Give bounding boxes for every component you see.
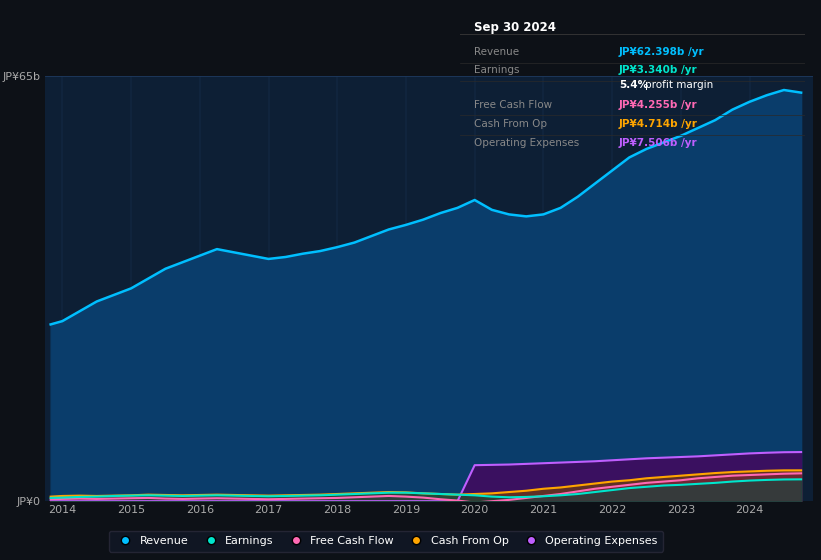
Text: JP¥62.398b /yr: JP¥62.398b /yr xyxy=(619,47,704,57)
Text: JP¥7.506b /yr: JP¥7.506b /yr xyxy=(619,138,697,148)
Text: Revenue: Revenue xyxy=(474,47,519,57)
Text: Cash From Op: Cash From Op xyxy=(474,119,547,129)
Text: Sep 30 2024: Sep 30 2024 xyxy=(474,21,556,34)
Text: profit margin: profit margin xyxy=(644,80,713,90)
Text: JP¥4.255b /yr: JP¥4.255b /yr xyxy=(619,100,697,110)
Text: Free Cash Flow: Free Cash Flow xyxy=(474,100,552,110)
Legend: Revenue, Earnings, Free Cash Flow, Cash From Op, Operating Expenses: Revenue, Earnings, Free Cash Flow, Cash … xyxy=(108,530,663,552)
Text: Earnings: Earnings xyxy=(474,65,520,75)
Text: JP¥3.340b /yr: JP¥3.340b /yr xyxy=(619,65,697,75)
Text: 5.4%: 5.4% xyxy=(619,80,648,90)
Text: Operating Expenses: Operating Expenses xyxy=(474,138,579,148)
Text: JP¥4.714b /yr: JP¥4.714b /yr xyxy=(619,119,698,129)
